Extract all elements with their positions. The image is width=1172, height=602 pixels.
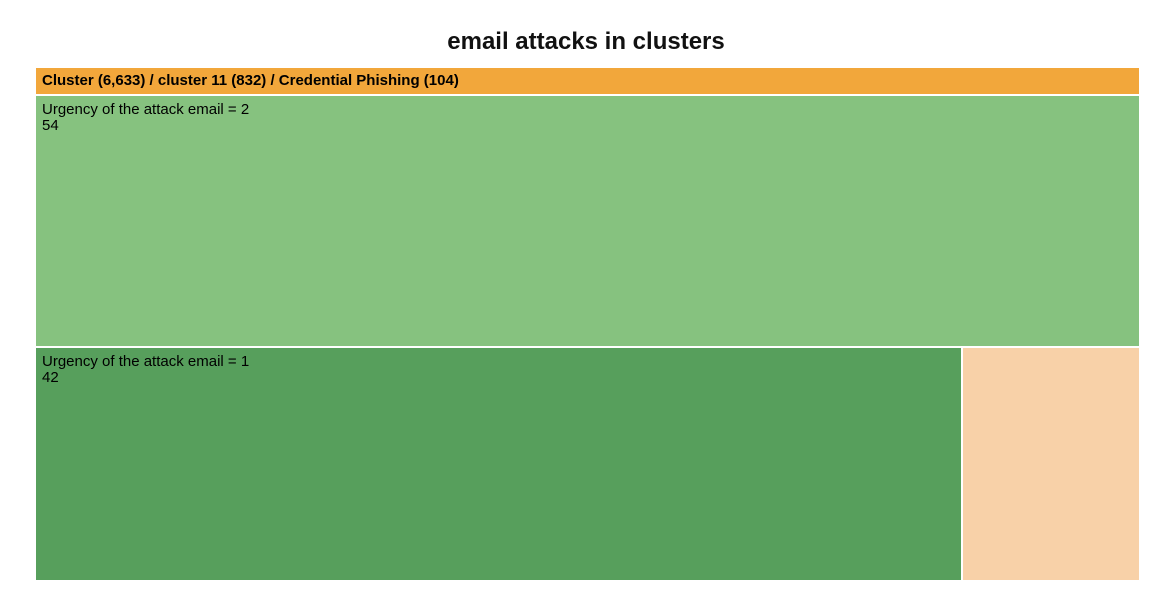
treemap-breadcrumb-header[interactable]: Cluster (6,633) / cluster 11 (832) / Cre… bbox=[36, 68, 1139, 94]
tile-value: 54 bbox=[42, 117, 59, 134]
treemap-tile-other[interactable] bbox=[962, 348, 1139, 580]
treemap-tile-urgency-1[interactable]: Urgency of the attack email = 1 42 bbox=[36, 348, 961, 580]
treemap-chart: Cluster (6,633) / cluster 11 (832) / Cre… bbox=[36, 68, 1139, 580]
chart-title: email attacks in clusters bbox=[447, 28, 725, 55]
tile-label: Urgency of the attack email = 1 bbox=[42, 353, 250, 371]
treemap-tile-urgency-2[interactable]: Urgency of the attack email = 2 54 bbox=[36, 96, 1139, 347]
tile-value: 42 bbox=[42, 369, 59, 387]
tile-label: Urgency of the attack email = 2 bbox=[42, 101, 250, 118]
